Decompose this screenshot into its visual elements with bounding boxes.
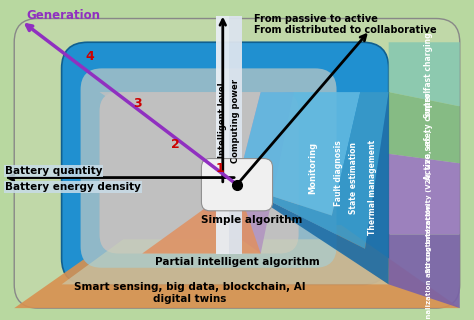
- Text: Strong interactivity (V2V, V2G, etc.): Strong interactivity (V2V, V2G, etc.): [426, 130, 432, 273]
- Text: 1: 1: [216, 162, 225, 175]
- Polygon shape: [201, 92, 294, 253]
- Bar: [229, 16, 242, 253]
- Text: Intelligent level: Intelligent level: [218, 83, 227, 158]
- Polygon shape: [142, 185, 261, 253]
- Text: Battery energy density: Battery energy density: [5, 182, 141, 192]
- Text: 2: 2: [171, 138, 180, 151]
- Text: Computing power: Computing power: [231, 79, 240, 163]
- Text: Super fast charging: Super fast charging: [425, 33, 433, 118]
- Polygon shape: [100, 92, 261, 185]
- FancyBboxPatch shape: [100, 92, 299, 253]
- Text: Battery quantity: Battery quantity: [5, 166, 102, 176]
- Polygon shape: [389, 92, 460, 163]
- Text: Personalization and customization: Personalization and customization: [426, 204, 432, 320]
- Text: From passive to active: From passive to active: [254, 13, 377, 23]
- Text: From distributed to collaborative: From distributed to collaborative: [254, 25, 436, 36]
- Bar: [216, 16, 229, 253]
- FancyBboxPatch shape: [81, 68, 337, 268]
- Text: 4: 4: [86, 50, 94, 63]
- Text: Thermal management: Thermal management: [368, 140, 376, 235]
- Text: Generation: Generation: [26, 9, 100, 22]
- Polygon shape: [389, 42, 460, 106]
- Polygon shape: [237, 92, 389, 249]
- Polygon shape: [389, 154, 460, 235]
- Text: Partial intelligent algorithm: Partial intelligent algorithm: [155, 257, 319, 267]
- FancyBboxPatch shape: [62, 42, 389, 284]
- Polygon shape: [237, 92, 389, 284]
- Polygon shape: [389, 235, 460, 308]
- Text: Smart sensing, big data, blockchain, AI
digital twins: Smart sensing, big data, blockchain, AI …: [74, 282, 305, 304]
- FancyBboxPatch shape: [14, 19, 460, 308]
- Text: Simple algorithm: Simple algorithm: [201, 215, 302, 225]
- Text: 3: 3: [133, 98, 142, 110]
- Text: Fault diagnosis: Fault diagnosis: [335, 140, 343, 206]
- Polygon shape: [14, 225, 460, 308]
- Polygon shape: [62, 239, 389, 284]
- FancyBboxPatch shape: [201, 159, 273, 211]
- Text: Active safety control: Active safety control: [425, 90, 433, 180]
- Text: Monitoring: Monitoring: [309, 142, 317, 194]
- Text: State estimation: State estimation: [349, 141, 357, 213]
- Polygon shape: [237, 92, 360, 216]
